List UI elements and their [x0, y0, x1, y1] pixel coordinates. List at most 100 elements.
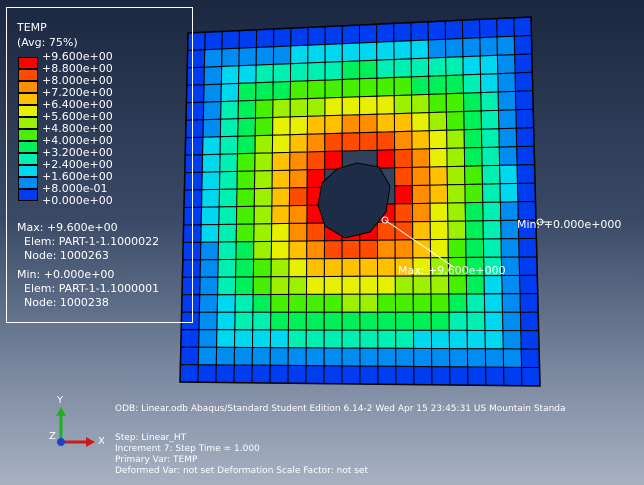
mesh-element — [253, 170, 273, 190]
mesh-element — [341, 365, 361, 385]
triad-x-arrow — [86, 437, 95, 447]
mesh-element — [412, 329, 433, 350]
mesh-element — [254, 134, 274, 154]
mesh-element — [447, 238, 467, 259]
mesh-element — [323, 365, 343, 385]
mesh-element — [499, 182, 519, 203]
mesh-element — [501, 311, 522, 332]
mesh-element — [377, 365, 397, 385]
mesh-element — [307, 43, 326, 64]
mesh-element — [410, 21, 429, 42]
mesh-element — [270, 311, 290, 331]
mesh-element — [272, 80, 292, 101]
mesh-element — [197, 364, 217, 383]
mesh-element — [217, 241, 237, 261]
mesh-element — [463, 128, 483, 149]
mesh-element — [289, 62, 309, 83]
mesh-element — [482, 238, 502, 258]
mesh-element — [359, 239, 378, 259]
mesh-element — [323, 257, 343, 278]
mesh-element — [341, 42, 361, 63]
mesh-element — [307, 79, 326, 100]
mesh-element — [394, 184, 414, 205]
legend-swatch — [18, 177, 38, 189]
mesh-element — [519, 274, 539, 295]
mesh-element — [324, 78, 343, 99]
mesh-element — [218, 188, 238, 208]
mesh-element — [203, 48, 223, 68]
mesh-element — [376, 149, 396, 169]
mesh-element — [201, 171, 221, 191]
mesh-element — [289, 98, 309, 118]
triad-z-label: Z — [49, 431, 56, 442]
mesh-element — [324, 61, 343, 81]
mesh-element — [307, 61, 326, 82]
mesh-element — [219, 118, 239, 138]
mesh-element — [288, 276, 308, 295]
mesh-element — [341, 96, 361, 116]
mesh-element — [394, 148, 413, 169]
mesh-element — [394, 293, 414, 313]
mesh-element — [513, 16, 533, 37]
mesh-element — [428, 75, 447, 95]
mesh-element — [514, 53, 533, 74]
mesh-element — [446, 147, 466, 168]
mesh-element — [448, 311, 468, 331]
mesh-element — [520, 348, 541, 369]
mesh-element — [358, 41, 378, 62]
mesh-element — [376, 76, 395, 97]
legend-tick-label: +0.000e+00 — [42, 194, 113, 207]
mesh-element — [306, 258, 325, 278]
mesh-element — [216, 311, 236, 331]
legend-swatch — [18, 69, 38, 81]
mesh-element — [252, 311, 272, 331]
mesh-element — [341, 257, 361, 277]
mesh-element — [254, 152, 273, 172]
mesh-element — [236, 152, 256, 172]
status-step-line: Step: Linear_HT — [115, 433, 187, 443]
mesh-element — [273, 27, 292, 48]
mesh-element — [251, 329, 272, 349]
mesh-element — [462, 55, 482, 76]
mesh-element — [306, 133, 326, 153]
mesh-element — [502, 348, 523, 368]
min-marker — [536, 218, 544, 226]
mesh-element — [269, 347, 289, 366]
min-label: Min: +0.000e+000 — [517, 218, 622, 231]
mesh-element — [465, 238, 485, 258]
legend-tick-label: +1.600e+00 — [42, 170, 113, 183]
mesh-element — [462, 37, 481, 58]
mesh-element — [359, 311, 379, 331]
mesh-element — [341, 239, 361, 260]
mesh-element — [289, 169, 308, 189]
mesh-element — [233, 346, 254, 366]
mesh-element — [445, 110, 465, 131]
contour-legend: TEMP (Avg: 75%) +9.600e+00 +8.800e+00 +8.0… — [6, 7, 193, 323]
mesh-element — [272, 116, 291, 136]
triad-x-label: X — [98, 436, 105, 447]
mesh-element — [287, 347, 307, 367]
mesh-element — [412, 293, 432, 313]
mesh-element — [428, 93, 447, 114]
mesh-element — [377, 293, 397, 313]
mesh-element — [518, 256, 538, 276]
mesh-element — [254, 116, 274, 137]
mesh-element — [516, 164, 536, 184]
mesh-element — [411, 148, 431, 168]
mesh-element — [462, 92, 482, 113]
mesh-element — [464, 220, 484, 240]
legend-tick-label: +6.400e+00 — [42, 98, 113, 111]
mesh-element — [216, 329, 236, 348]
mesh-element — [341, 114, 361, 134]
mesh-element — [481, 164, 501, 185]
mesh-element — [411, 184, 431, 205]
mesh-element — [200, 223, 220, 243]
mesh-element — [221, 30, 240, 50]
mesh-element — [323, 240, 343, 260]
mesh-element — [270, 293, 290, 313]
mesh-element — [305, 347, 325, 367]
mesh-element — [219, 135, 239, 155]
mesh-element — [220, 100, 239, 120]
max-elem-text: Elem: PART-1-1.1000022 — [24, 235, 160, 248]
